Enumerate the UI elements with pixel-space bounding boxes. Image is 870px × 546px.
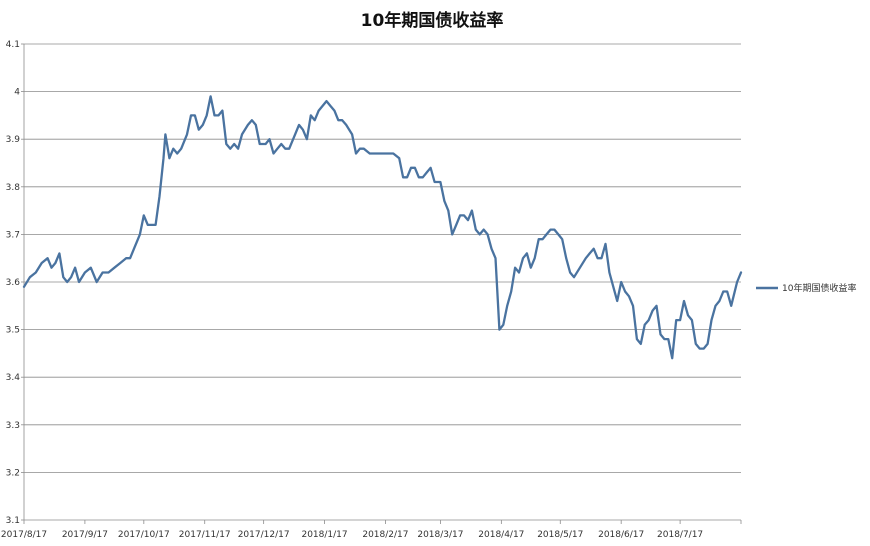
y-tick-label: 3.5 [6, 326, 20, 336]
x-tick-label: 2018/1/17 [301, 530, 347, 540]
legend: 10年期国债收益率 [756, 282, 856, 294]
x-tick-labels: 2017/8/17 2017/9/17 2017/10/17 2017/11/17 20… [1, 530, 703, 540]
x-tick-label: 2018/3/17 [417, 530, 463, 540]
y-tick-label: 3.7 [6, 230, 20, 240]
x-tick-label: 2017/12/17 [238, 530, 290, 540]
y-tick-labels: 3.1 3.2 3.3 3.4 3.5 3.6 3.7 3.8 3.9 4 4.1 [6, 40, 21, 526]
x-tick-label: 2017/9/17 [62, 530, 108, 540]
x-tick-label: 2017/10/17 [118, 530, 170, 540]
gridlines [24, 43, 741, 473]
x-tick-label: 2018/5/17 [537, 530, 583, 540]
x-tick-label: 2017/11/17 [179, 530, 231, 540]
x-tick-label: 2018/7/17 [657, 530, 703, 540]
series-line [22, 95, 743, 360]
legend-label: 10年期国债收益率 [782, 282, 856, 294]
y-tick-label: 3.9 [6, 135, 21, 145]
chart-title: 10年期国债收益率 [361, 10, 504, 31]
y-tick-label: 3.4 [6, 373, 21, 383]
x-tick-label: 2018/6/17 [598, 530, 644, 540]
y-tick-label: 4 [14, 88, 20, 98]
y-tick-label: 3.1 [6, 516, 20, 526]
y-tick-label: 3.2 [6, 468, 20, 478]
x-tick-label: 2018/4/17 [478, 530, 524, 540]
axes [21, 43, 742, 524]
y-tick-label: 3.8 [6, 183, 21, 193]
series-lines [22, 95, 743, 360]
y-tick-label: 4.1 [6, 40, 20, 50]
x-tick-label: 2017/8/17 [1, 530, 47, 540]
x-tick-label: 2018/2/17 [362, 530, 408, 540]
y-tick-label: 3.6 [6, 278, 21, 288]
y-tick-label: 3.3 [6, 421, 20, 431]
